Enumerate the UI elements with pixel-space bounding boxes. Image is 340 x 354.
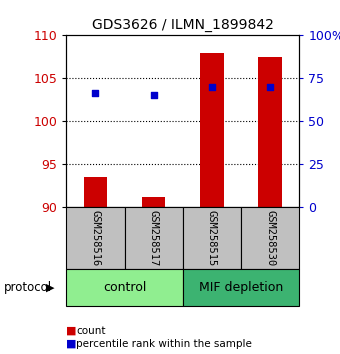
Text: protocol: protocol: [3, 281, 52, 294]
Text: GSM258516: GSM258516: [90, 210, 100, 266]
Bar: [84, 177, 107, 207]
Point: [93, 90, 98, 96]
Bar: [124, 207, 183, 269]
Bar: [66, 207, 124, 269]
Text: percentile rank within the sample: percentile rank within the sample: [76, 339, 252, 349]
Text: ▶: ▶: [46, 282, 54, 293]
Bar: [183, 269, 299, 306]
Text: ■: ■: [66, 326, 77, 336]
Bar: [142, 197, 165, 207]
Point: [267, 84, 273, 90]
Text: count: count: [76, 326, 106, 336]
Text: MIF depletion: MIF depletion: [199, 281, 283, 294]
Bar: [241, 207, 299, 269]
Bar: [258, 57, 282, 207]
Point: [151, 93, 156, 98]
Text: GSM258515: GSM258515: [207, 210, 217, 266]
Title: GDS3626 / ILMN_1899842: GDS3626 / ILMN_1899842: [92, 18, 274, 32]
Text: control: control: [103, 281, 146, 294]
Text: GSM258517: GSM258517: [149, 210, 159, 266]
Bar: [66, 269, 183, 306]
Text: GSM258530: GSM258530: [265, 210, 275, 266]
Point: [209, 84, 215, 90]
Bar: [200, 52, 223, 207]
Bar: [183, 207, 241, 269]
Text: ■: ■: [66, 339, 77, 349]
